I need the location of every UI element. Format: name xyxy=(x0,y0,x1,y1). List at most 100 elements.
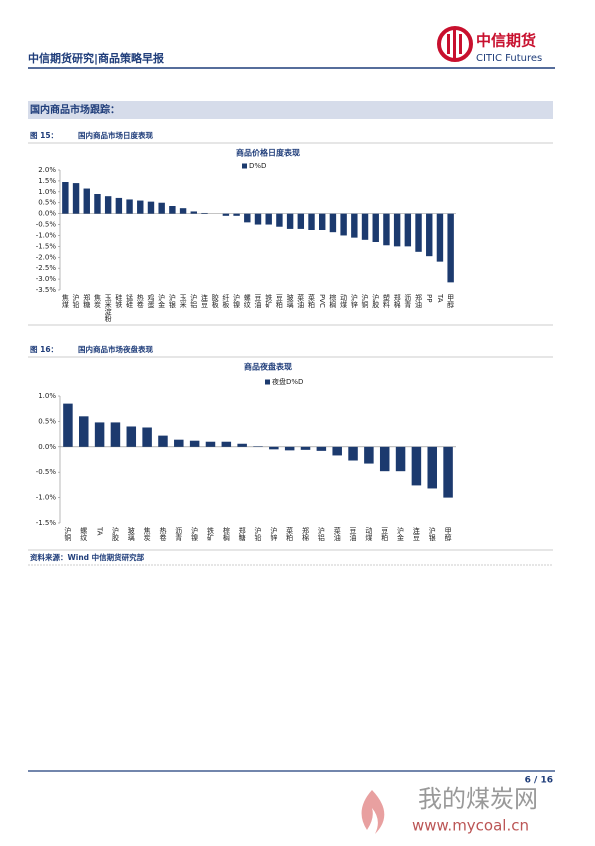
x-tick-label: 玉米 xyxy=(179,294,187,309)
x-tick-label: 热卷 xyxy=(136,293,144,308)
bar xyxy=(79,416,89,447)
x-tick-label: 焦炭 xyxy=(143,526,151,542)
x-tick-label: 动煤 xyxy=(340,293,348,309)
source-note: 资料来源：Wind 中信期货研究部 xyxy=(30,552,145,562)
x-tick-label: 热卷 xyxy=(159,526,167,541)
bar xyxy=(340,213,347,236)
bar xyxy=(372,213,379,242)
x-tick-label: 连豆 xyxy=(412,526,420,541)
x-tick-label: 硅铁 xyxy=(115,293,123,309)
y-tick-label: -2.5% xyxy=(36,264,57,272)
x-tick-label: 郑棉 xyxy=(393,294,401,309)
legend-label: 夜盘D%D xyxy=(272,377,303,386)
x-tick-label: 玉米淀粉 xyxy=(104,294,112,323)
y-tick-label: -1.5% xyxy=(36,242,57,250)
figure-number: 图 15： xyxy=(30,131,58,140)
x-tick-label: 甲醇 xyxy=(444,527,452,542)
x-tick-label: 动煤 xyxy=(365,526,373,542)
bar xyxy=(110,422,121,447)
x-tick-label: 玻璃 xyxy=(127,526,135,542)
x-tick-label: 菜粕 xyxy=(286,526,294,542)
bar xyxy=(63,403,73,447)
bar xyxy=(332,446,342,456)
bar xyxy=(158,202,165,214)
y-tick-label: -3.0% xyxy=(36,275,57,283)
x-tick-label: 郑糖 xyxy=(83,294,91,309)
y-tick-label: -0.5% xyxy=(36,468,57,476)
x-tick-label: TA xyxy=(96,526,104,536)
watermark-icon xyxy=(361,790,385,834)
x-tick-label: 沪铝 xyxy=(190,293,198,309)
bar xyxy=(379,446,390,472)
bar xyxy=(411,446,422,486)
bar xyxy=(253,446,263,447)
bar xyxy=(179,208,187,214)
bar xyxy=(286,213,294,229)
bar xyxy=(205,441,216,447)
x-tick-label: 沪铅 xyxy=(254,526,262,542)
bar xyxy=(265,213,272,225)
logo xyxy=(437,26,473,62)
bar xyxy=(329,213,337,233)
x-tick-label: 甲醇 xyxy=(447,294,455,309)
figure-caption: 国内商品市场日度表现 xyxy=(78,130,153,140)
bar xyxy=(426,213,433,257)
bar xyxy=(361,213,369,240)
y-tick-label: -2.0% xyxy=(36,253,57,261)
bar xyxy=(404,213,412,247)
bar xyxy=(137,200,144,214)
bar xyxy=(104,196,112,214)
bar xyxy=(284,446,295,451)
y-tick-label: -0.5% xyxy=(36,221,57,229)
figure-number: 图 16： xyxy=(30,345,58,354)
bar xyxy=(244,213,251,223)
x-tick-label: 沪铅 xyxy=(72,293,80,309)
bar xyxy=(447,213,454,283)
bar xyxy=(94,422,105,447)
bar xyxy=(237,443,247,447)
bar xyxy=(351,213,358,238)
x-tick-label: 菜油 xyxy=(297,293,305,309)
x-tick-label: 焦炭 xyxy=(93,293,101,309)
logo-en: CITIC Futures xyxy=(476,53,542,64)
figure-caption: 国内商品市场夜盘表现 xyxy=(78,344,153,354)
x-tick-label: 沪金 xyxy=(397,526,405,541)
y-tick-label: 1.0% xyxy=(38,392,56,400)
bar xyxy=(443,446,453,498)
x-tick-label: PP xyxy=(425,294,433,302)
bar xyxy=(72,183,80,214)
x-tick-label: 沪银 xyxy=(168,293,176,309)
bar xyxy=(300,446,311,450)
bar xyxy=(174,439,184,447)
y-tick-label: 1.0% xyxy=(38,188,56,196)
bar xyxy=(169,206,176,214)
section-title: 国内商品市场跟踪： xyxy=(30,103,120,116)
x-tick-label: 郑糖 xyxy=(238,527,246,542)
x-tick-label: 沪锌 xyxy=(270,526,278,542)
y-tick-label: -1.0% xyxy=(36,494,57,502)
y-tick-label: -1.5% xyxy=(36,519,57,527)
bar xyxy=(316,446,327,451)
x-tick-label: 棕榈 xyxy=(222,526,230,542)
x-tick-label: PVC xyxy=(318,294,326,308)
bar xyxy=(383,213,390,246)
bar xyxy=(147,201,155,214)
x-tick-label: 沪锌 xyxy=(350,293,358,309)
bar xyxy=(276,213,283,227)
x-tick-label: 螺纹 xyxy=(80,526,88,542)
bar xyxy=(115,197,123,214)
bar xyxy=(348,446,358,461)
bar xyxy=(254,213,262,225)
x-tick-label: 菜油 xyxy=(333,526,341,542)
y-tick-label: 0.5% xyxy=(38,417,56,425)
bar xyxy=(189,440,200,447)
x-tick-label: 沪胶 xyxy=(372,293,380,309)
bar xyxy=(222,213,230,216)
bar xyxy=(126,426,137,447)
bar xyxy=(142,427,152,447)
x-tick-label: 豆粕 xyxy=(381,527,389,542)
x-tick-label: 塑料 xyxy=(382,293,390,309)
x-tick-label: 玻璃 xyxy=(286,293,294,309)
bar xyxy=(83,188,90,214)
x-tick-label: 锰硅 xyxy=(126,293,134,308)
